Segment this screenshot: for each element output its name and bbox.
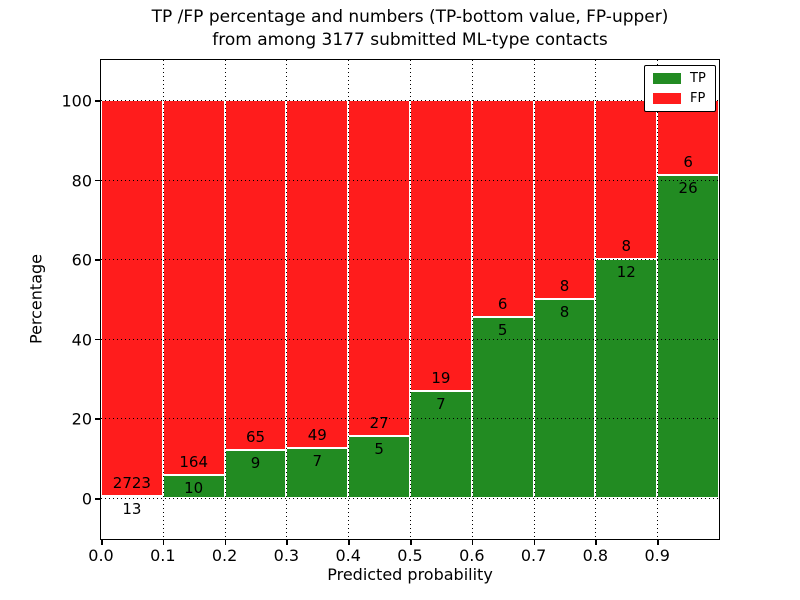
fp-count-label: 65: [245, 427, 266, 446]
x-tick-label: 0.2: [211, 546, 238, 565]
tp-count-label: 26: [678, 178, 698, 197]
y-tick-label: 0: [81, 489, 92, 509]
x-axis-label: Predicted probability: [327, 565, 493, 584]
gridline-horizontal: [101, 259, 719, 261]
x-tick-label: 0.7: [520, 546, 547, 565]
fp-count-label: 8: [559, 277, 570, 295]
x-tick-mark: [348, 539, 350, 545]
legend: TP FP: [644, 65, 716, 112]
x-tick-mark: [657, 539, 659, 545]
gridline-horizontal: [101, 179, 719, 181]
tp-color-swatch: [653, 73, 681, 84]
gridline-horizontal: [101, 418, 719, 420]
gridline-vertical: [348, 60, 350, 539]
gridline-vertical: [657, 60, 659, 539]
gridline-horizontal: [101, 100, 719, 101]
bar-segment-fp: [533, 100, 596, 299]
bar-segment-tp: [471, 317, 534, 498]
gridline-vertical: [224, 60, 226, 539]
y-tick-mark: [95, 498, 101, 500]
bar-segment-tp: [533, 299, 596, 498]
x-tick-label: 0.3: [273, 546, 300, 565]
y-tick-mark: [95, 259, 101, 261]
x-tick-mark: [286, 539, 288, 545]
gridline-vertical: [410, 60, 411, 539]
tp-count-label: 12: [616, 263, 636, 282]
x-tick-label: 0.1: [150, 546, 176, 565]
tp-count-label: 9: [250, 453, 261, 472]
y-tick-label: 60: [71, 250, 92, 270]
y-tick-label: 40: [71, 330, 92, 350]
bar-segment-fp: [348, 100, 410, 436]
x-tick-label: 0.8: [582, 546, 609, 565]
tp-count-label: 10: [184, 479, 204, 498]
x-tick-label: 0.6: [459, 546, 485, 565]
tp-count-label: 7: [312, 452, 323, 471]
x-tick-label: 0.5: [397, 546, 423, 565]
legend-label-fp: FP: [690, 91, 706, 106]
fp-count-label: 49: [307, 426, 327, 445]
x-tick-mark: [162, 539, 165, 545]
fp-count-label: 6: [683, 152, 693, 171]
x-tick-mark: [224, 539, 227, 545]
gridline-vertical: [162, 60, 164, 539]
tp-count-label: 13: [122, 500, 142, 519]
y-tick-label: 80: [71, 171, 92, 191]
fp-count-label: 27: [369, 413, 389, 432]
bar-segment-tp: [101, 496, 163, 499]
bar-segment-fp: [471, 100, 534, 318]
x-tick-mark: [101, 539, 103, 545]
y-tick-mark: [95, 338, 101, 341]
bar-segment-fp: [101, 100, 163, 497]
tp-count-label: 5: [497, 321, 508, 340]
legend-label-tp: TP: [690, 71, 706, 86]
bar-segment-tp: [595, 259, 658, 498]
y-tick-mark: [95, 418, 101, 420]
fp-count-label: 19: [431, 368, 451, 387]
fp-color-swatch: [653, 93, 681, 104]
y-tick-label: 20: [71, 409, 92, 429]
y-tick-mark: [95, 179, 101, 182]
fp-count-label: 164: [179, 453, 209, 472]
bar-segment-tp: [224, 449, 287, 498]
fp-count-label: 6: [497, 295, 508, 314]
legend-row-tp: TP: [653, 72, 706, 85]
bar-segment-tp: [657, 174, 719, 498]
x-tick-label: 0.4: [335, 546, 361, 565]
tp-count-label: 5: [374, 439, 384, 458]
gridline-horizontal: [101, 338, 719, 340]
x-tick-mark: [471, 539, 474, 545]
plot-area: 2723 13 164 10 65 9 49 7 27 5 19 7 6 5 8 8 8 12 6 26: [100, 59, 720, 540]
gridline-vertical: [533, 60, 535, 539]
chart-title-line1: TP /FP percentage and numbers (TP-bottom…: [151, 7, 669, 27]
chart-title: TP /FP percentage and numbers (TP-bottom…: [152, 6, 669, 52]
gridline-vertical: [471, 60, 473, 539]
x-tick-mark: [595, 539, 597, 545]
x-tick-mark: [410, 539, 412, 545]
y-axis-label: Percentage: [26, 253, 46, 345]
gridline-horizontal: [101, 498, 719, 499]
x-tick-label: 0.0: [88, 546, 114, 565]
gridline-vertical: [286, 60, 288, 539]
x-tick-mark: [533, 539, 536, 545]
legend-row-fp: FP: [653, 92, 706, 105]
fp-count-label: 8: [621, 237, 632, 256]
fp-count-label: 2723: [112, 474, 151, 493]
chart-title-line2: from among 3177 submitted ML-type contac…: [212, 30, 608, 50]
bar-segment-fp: [410, 100, 472, 391]
x-tick-label: 0.9: [644, 546, 670, 565]
tp-count-label: 8: [559, 303, 570, 321]
bar-segment-fp: [286, 100, 349, 449]
y-tick-mark: [95, 100, 101, 102]
tp-count-label: 7: [436, 394, 446, 413]
gridline-vertical: [595, 60, 597, 539]
bar-segment-fp: [162, 100, 225, 476]
y-tick-label: 100: [61, 91, 92, 111]
bar-segment-fp: [224, 100, 287, 450]
